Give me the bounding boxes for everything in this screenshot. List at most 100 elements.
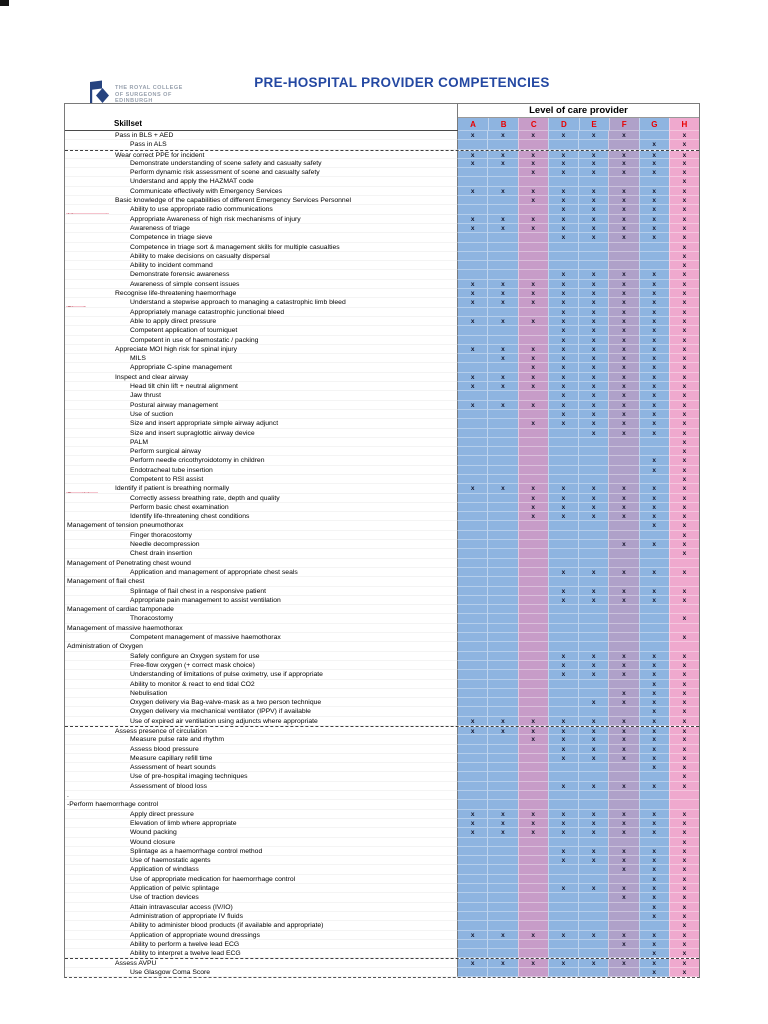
competency-cell-F: [608, 549, 639, 559]
competency-cell-C: x: [517, 214, 548, 224]
category-cell: [65, 456, 113, 466]
skill-label: Competence in triage sort & management s…: [113, 243, 457, 252]
competency-cell-D: x: [547, 828, 578, 838]
skill-label: Application of appropriate wound dressin…: [113, 931, 457, 940]
category-cell: [65, 633, 113, 643]
skill-row: PALM x: [65, 437, 699, 448]
category-cell: [65, 847, 113, 857]
skill-row: Apply direct pressure x x x x x x x x: [65, 809, 699, 819]
competency-cell-D: x: [547, 512, 578, 522]
competency-cell-D: x: [547, 270, 578, 280]
competency-cell-G: x: [638, 856, 669, 866]
competency-cell-H: x: [668, 307, 699, 317]
competency-cell-B: x: [487, 279, 518, 290]
competency-cell-B: [487, 772, 518, 782]
category-cell: [65, 856, 113, 866]
competency-cell-E: [578, 707, 609, 717]
competency-cell-G: x: [638, 567, 669, 578]
competency-cell-H: x: [668, 846, 699, 857]
competency-cell-H: x: [668, 372, 699, 383]
skill-label: Measure capillary refill time: [113, 754, 457, 764]
competency-cell-F: x: [608, 735, 639, 745]
skill-label: Inspect and clear airway: [113, 373, 457, 383]
competency-cell-B: [487, 642, 518, 652]
competency-cell-E: [578, 474, 609, 485]
competency-cell-E: [578, 800, 609, 810]
competency-cell-F: x: [608, 307, 639, 317]
competency-cell-C: [517, 391, 548, 401]
competency-cell-B: [487, 670, 518, 680]
category-cell: Airway: [65, 373, 113, 383]
competency-cell-F: x: [608, 363, 639, 373]
competency-cell-G: x: [638, 660, 669, 671]
competency-cell-B: [487, 474, 518, 485]
competency-cell-H: [668, 791, 699, 801]
competency-cell-F: x: [608, 716, 639, 726]
competency-cell-D: x: [547, 502, 578, 513]
competency-cell-F: [608, 242, 639, 252]
competency-cell-G: [638, 791, 669, 801]
competency-cell-H: [668, 577, 699, 587]
category-cell: [65, 838, 113, 847]
skill-row: Perform surgical airway x: [65, 447, 699, 457]
competency-cell-E: x: [578, 698, 609, 708]
competency-cell-F: [608, 261, 639, 271]
competency-cell-G: [638, 837, 669, 847]
competency-cell-B: [487, 447, 518, 457]
skill-label: Use of suction: [113, 410, 457, 420]
competency-cell-C: [517, 633, 548, 643]
competency-cell-B: x: [487, 818, 518, 829]
competency-cell-H: x: [668, 549, 699, 559]
skill-row: Perform dynamic risk assessment of scene…: [65, 168, 699, 178]
competency-cell-D: x: [547, 670, 578, 680]
competency-cell-H: x: [668, 967, 699, 978]
competency-cell-E: [578, 623, 609, 634]
competency-cell-E: [578, 791, 609, 801]
competency-cell-E: x: [578, 735, 609, 745]
competency-cell-E: [578, 902, 609, 912]
skill-row: Demonstrate understanding of scene safet…: [65, 158, 699, 169]
competency-cell-G: [638, 605, 669, 615]
competency-cell-A: x: [457, 818, 488, 829]
competency-cell-A: [457, 744, 488, 754]
skill-label: Use of appropriate medication for haemor…: [113, 875, 457, 885]
skill-label: Competence in triage sieve: [113, 233, 457, 243]
skill-label: Perform surgical airway: [113, 447, 457, 457]
competency-cell-F: x: [608, 595, 639, 606]
competency-cell-H: x: [668, 707, 699, 717]
competency-cell-G: x: [638, 744, 669, 754]
competency-cell-G: x: [638, 902, 669, 912]
competency-cell-C: [517, 902, 548, 912]
category-cell: [65, 949, 113, 959]
skill-label: Demonstrate forensic awareness: [113, 270, 457, 280]
competency-cell-B: [487, 623, 518, 634]
competency-cell-D: x: [547, 150, 578, 159]
competency-cell-F: x: [608, 884, 639, 894]
competency-cell-A: x: [457, 400, 488, 410]
competency-cell-E: [578, 837, 609, 847]
competency-cell-F: x: [608, 930, 639, 940]
competency-cell-B: [487, 437, 518, 448]
group-header-row: Management of Penetrating chest wound: [65, 558, 699, 568]
competency-cell-C: x: [517, 223, 548, 234]
rcsed-logo-line-3: EDINBURGH: [115, 98, 153, 105]
skill-label: Size and insert appropriate simple airwa…: [113, 419, 457, 429]
competency-cell-D: x: [547, 223, 578, 234]
skill-row: Assessment of blood loss x x x x x: [65, 781, 699, 792]
competency-cell-A: [457, 196, 488, 206]
competency-cell-F: [608, 456, 639, 466]
competency-cell-C: x: [517, 363, 548, 373]
category-cell: [65, 875, 113, 885]
category-cell: [65, 698, 113, 708]
competency-cell-A: [457, 902, 488, 912]
category-cell: [65, 819, 113, 829]
competency-cell-D: [547, 140, 578, 150]
skill-row: Demonstrate forensic awareness x x x x x: [65, 270, 699, 280]
competency-cell-H: x: [668, 902, 699, 912]
category-cell: [65, 661, 113, 671]
competency-cell-G: x: [638, 298, 669, 308]
skill-label: Identify if patient is breathing normall…: [113, 484, 457, 494]
competency-cell-H: x: [668, 409, 699, 420]
competency-cell-B: [487, 409, 518, 420]
